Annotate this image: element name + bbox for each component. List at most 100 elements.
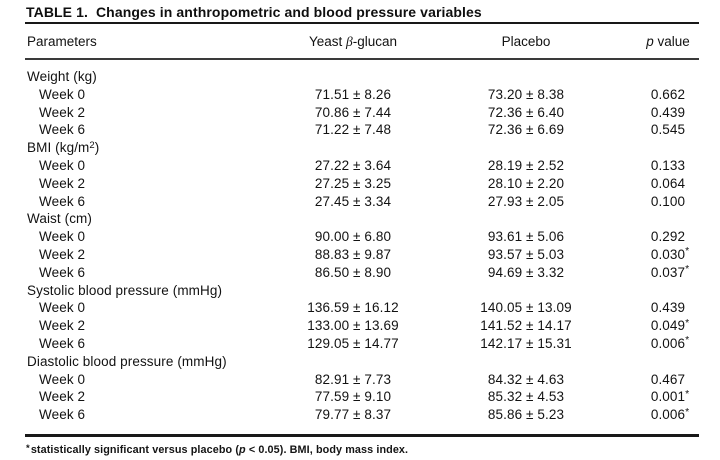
- row-label: Week 0: [39, 371, 86, 387]
- p-value-cell: 0.006 *: [599, 406, 699, 424]
- yeast-value: 77.59 ± 9.10: [314, 389, 392, 405]
- p-value-cell: 0.064: [599, 175, 699, 193]
- header-placebo: Placebo: [501, 34, 551, 49]
- table-row: Week 0 82.91 ± 7.73 84.32 ± 4.63 0.467: [25, 371, 699, 389]
- yeast-value: 79.77 ± 8.37: [314, 407, 392, 423]
- table-title: TABLE 1. Changes in anthropometric and b…: [26, 4, 482, 20]
- section-label: Weight (kg): [27, 69, 97, 84]
- p-value: 0.545: [650, 122, 686, 138]
- row-label: Week 6: [39, 122, 86, 138]
- yeast-value: 129.05 ± 14.77: [307, 335, 399, 351]
- table-row: Week 2 133.00 ± 13.69 141.52 ± 14.17 0.049 *: [25, 317, 699, 335]
- header-yeast-beta-glucan: Yeast β-glucan: [308, 34, 398, 49]
- p-value: 0.467: [650, 371, 686, 387]
- row-label: Week 0: [39, 229, 86, 245]
- placebo-value: 72.36 ± 6.69: [487, 122, 565, 138]
- p-value-cell: 0.292: [599, 228, 699, 246]
- yeast-value: 86.50 ± 8.90: [314, 264, 392, 280]
- row-label: Week 6: [39, 264, 86, 280]
- p-value: 0.100: [650, 193, 686, 209]
- table-container: TABLE 1. Changes in anthropometric and b…: [25, 0, 699, 460]
- section-header-row: Systolic blood pressure (mmHg): [25, 282, 699, 300]
- p-value-cell: 0.030 *: [599, 245, 699, 264]
- yeast-value: 27.45 ± 3.34: [314, 193, 392, 209]
- p-value: 0.133: [650, 157, 686, 173]
- p-value: 0.006: [650, 335, 686, 351]
- table-footnote: *statistically significant versus placeb…: [26, 443, 409, 456]
- p-value: 0.030: [650, 246, 686, 262]
- section-header-row: BMI (kg/m2): [25, 139, 699, 157]
- p-value: 0.001: [650, 389, 686, 405]
- superscript: 2: [89, 140, 95, 152]
- table-row: Week 2 70.86 ± 7.44 72.36 ± 6.40 0.439: [25, 104, 699, 122]
- p-value-cell: 0.100: [599, 193, 699, 211]
- significance-asterisk: *: [685, 263, 690, 276]
- table-row: Week 6 71.22 ± 7.48 72.36 ± 6.69 0.545: [25, 121, 699, 139]
- placebo-value: 85.86 ± 5.23: [487, 407, 565, 423]
- placebo-value: 141.52 ± 14.17: [480, 318, 572, 334]
- row-label: Week 2: [39, 389, 86, 405]
- table-bottom-rule: [25, 434, 699, 437]
- table-row: Week 2 27.25 ± 3.25 28.10 ± 2.20 0.064: [25, 175, 699, 193]
- row-label: Week 2: [39, 104, 86, 120]
- section-label: BMI (kg/m2): [27, 140, 100, 156]
- row-label: Week 0: [39, 86, 86, 102]
- row-label: Week 2: [39, 175, 86, 191]
- p-value-cell: 0.006 *: [599, 334, 699, 353]
- placebo-value: 73.20 ± 8.38: [487, 86, 565, 102]
- placebo-value: 28.10 ± 2.20: [487, 175, 565, 191]
- row-label: Week 2: [39, 318, 86, 334]
- yeast-value: 27.25 ± 3.25: [314, 175, 392, 191]
- row-label: Week 6: [39, 407, 86, 423]
- p-value: 0.439: [650, 300, 686, 316]
- placebo-value: 84.32 ± 4.63: [487, 371, 565, 387]
- section-header-row: Weight (kg): [25, 68, 699, 86]
- p-value: 0.439: [650, 104, 686, 120]
- p-value-cell: 0.439: [599, 299, 699, 317]
- header-parameters: Parameters: [27, 34, 97, 49]
- placebo-value: 28.19 ± 2.52: [487, 157, 565, 173]
- placebo-value: 85.32 ± 4.53: [487, 389, 565, 405]
- placebo-value: 27.93 ± 2.05: [487, 193, 565, 209]
- footnote-asterisk: *: [26, 443, 30, 454]
- table-row: Week 6 27.45 ± 3.34 27.93 ± 2.05 0.100: [25, 193, 699, 211]
- significance-asterisk: *: [685, 405, 690, 418]
- section-label: Diastolic blood pressure (mmHg): [27, 353, 227, 369]
- p-value-cell: 0.439: [599, 104, 699, 122]
- table-row: Week 0 136.59 ± 16.12 140.05 ± 13.09 0.439: [25, 299, 699, 317]
- significance-asterisk: *: [685, 245, 690, 258]
- header-p-value: p value: [646, 34, 690, 49]
- placebo-value: 140.05 ± 13.09: [480, 300, 572, 316]
- p-value-cell: 0.662: [599, 86, 699, 104]
- table-row: Week 2 77.59 ± 9.10 85.32 ± 4.53 0.001 *: [25, 388, 699, 406]
- table-row: Week 6 79.77 ± 8.37 85.86 ± 5.23 0.006 *: [25, 406, 699, 424]
- section-label: Waist (cm): [27, 211, 92, 227]
- row-label: Week 6: [39, 335, 86, 351]
- yeast-value: 88.83 ± 9.87: [314, 246, 392, 262]
- p-value-cell: 0.467: [599, 371, 699, 389]
- placebo-value: 94.69 ± 3.32: [487, 264, 565, 280]
- yeast-value: 71.51 ± 8.26: [314, 86, 392, 102]
- row-label: Week 2: [39, 246, 86, 262]
- yeast-value: 90.00 ± 6.80: [314, 229, 392, 245]
- row-label: Week 0: [39, 300, 86, 316]
- table-body: Weight (kg) Week 0 71.51 ± 8.26 73.20 ± 8.3…: [25, 68, 699, 424]
- table-top-rule: [25, 22, 699, 25]
- table-row: Week 6 129.05 ± 14.77 142.17 ± 15.31 0.006 *: [25, 334, 699, 353]
- table-header-row: Parameters Yeast β-glucan Placebo p valu…: [25, 34, 699, 50]
- p-value: 0.292: [650, 229, 686, 245]
- yeast-value: 136.59 ± 16.12: [307, 300, 399, 316]
- table-row: Week 0 27.22 ± 3.64 28.19 ± 2.52 0.133: [25, 157, 699, 175]
- table-row: Week 0 71.51 ± 8.26 73.20 ± 8.38 0.662: [25, 86, 699, 104]
- significance-asterisk: *: [685, 316, 690, 329]
- beta-symbol: β: [346, 34, 353, 49]
- significance-asterisk: *: [685, 387, 690, 400]
- header-divider-rule: [25, 57, 699, 60]
- yeast-value: 71.22 ± 7.48: [314, 122, 392, 138]
- section-header-row: Waist (cm): [25, 210, 699, 228]
- section-label: Systolic blood pressure (mmHg): [27, 282, 223, 298]
- p-value-cell: 0.049 *: [599, 317, 699, 335]
- p-value-cell: 0.545: [599, 121, 699, 139]
- table-row: Week 0 90.00 ± 6.80 93.61 ± 5.06 0.292: [25, 228, 699, 246]
